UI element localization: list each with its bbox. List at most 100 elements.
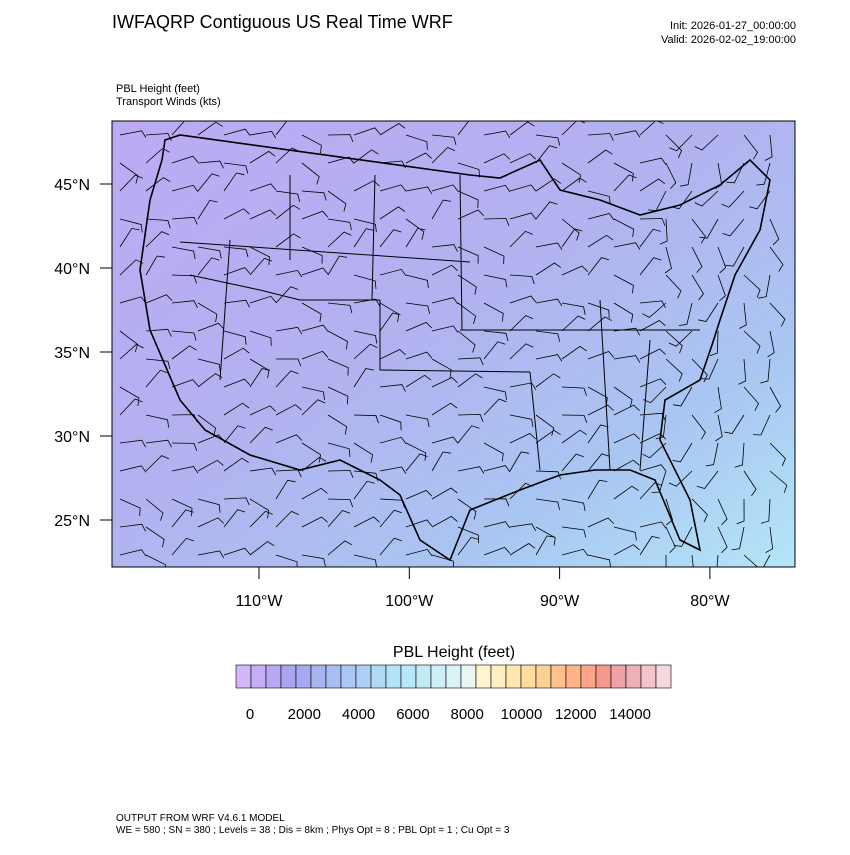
wind-barb	[249, 330, 272, 346]
wind-barb	[301, 350, 329, 360]
wind-barb	[483, 386, 507, 401]
wind-barb	[171, 300, 198, 308]
colorbar-label: 10000	[501, 706, 543, 723]
wind-barb	[197, 302, 218, 323]
wind-barb	[431, 325, 459, 333]
wind-barb	[431, 264, 458, 276]
wind-barb	[275, 233, 301, 248]
wind-barb	[483, 130, 511, 139]
wind-barb	[353, 554, 377, 567]
wind-barb	[509, 523, 537, 531]
wind-barb	[694, 190, 719, 207]
wind-barb	[431, 487, 458, 500]
wind-barb	[535, 145, 558, 164]
wind-barb	[639, 178, 666, 192]
colorbar-box	[655, 664, 672, 689]
wind-barb	[197, 498, 221, 513]
wind-barb	[431, 436, 459, 444]
wind-barb	[223, 547, 251, 556]
wind-barb	[509, 482, 533, 500]
lon-label: 80°W	[690, 593, 730, 610]
wind-barb	[327, 156, 355, 164]
wind-barb	[145, 294, 173, 304]
wind-barb	[678, 302, 693, 326]
wind-barb	[483, 302, 504, 322]
wind-barb	[275, 121, 288, 136]
wind-barb	[379, 466, 407, 474]
wind-barb	[731, 526, 745, 551]
colorbar-box	[310, 664, 327, 689]
wind-barb	[763, 554, 771, 567]
wind-barb	[669, 134, 693, 152]
wind-barb	[721, 190, 745, 208]
wind-barb	[769, 218, 780, 246]
footer-line: OUTPUT FROM WRF V4.6.1 MODEL	[116, 813, 285, 824]
wind-barb	[119, 130, 147, 138]
wind-barb	[535, 262, 562, 276]
wind-barb	[275, 147, 300, 164]
wind-barb	[672, 442, 693, 463]
wind-barb	[672, 386, 693, 407]
state-borders	[179, 174, 700, 471]
wind-barb	[639, 320, 666, 332]
wind-barb	[171, 216, 198, 225]
wind-barb	[405, 453, 428, 472]
wind-barb	[457, 190, 479, 208]
wind-barb	[301, 162, 320, 185]
wind-barb	[613, 327, 640, 336]
wind-barb	[639, 464, 667, 472]
wind-barb	[379, 509, 402, 528]
wind-barb	[717, 274, 726, 302]
wind-barb	[587, 257, 610, 276]
wind-barb	[379, 229, 402, 248]
wind-barb	[327, 231, 352, 248]
colorbar-box	[235, 664, 252, 689]
wind-barb	[171, 345, 197, 360]
wind-barb	[223, 425, 246, 444]
wind-barb	[483, 246, 505, 265]
wind-barb	[353, 414, 379, 424]
colorbar-box	[550, 664, 567, 689]
wind-barb	[535, 354, 563, 362]
wind-barb	[715, 414, 723, 442]
wind-barb	[353, 516, 380, 528]
wind-barb	[353, 180, 380, 192]
wind-barb	[431, 199, 452, 220]
wind-barb	[613, 218, 635, 238]
wind-barb	[639, 433, 666, 444]
wind-barb	[509, 315, 534, 332]
wind-barb	[405, 218, 425, 240]
wind-barb	[197, 373, 223, 388]
wind-barb	[145, 148, 170, 164]
wind-barb	[509, 184, 537, 192]
wind-barb	[769, 386, 782, 413]
wind-barb	[145, 439, 172, 448]
wind-barb	[509, 382, 537, 390]
wind-barb	[483, 398, 507, 416]
wind-barb	[668, 470, 693, 487]
wind-barb	[327, 442, 351, 457]
wind-barb	[665, 162, 677, 189]
wind-barb	[483, 498, 510, 507]
wind-barb	[648, 190, 667, 212]
colorbar-label: 14000	[609, 706, 651, 723]
wind-barb	[509, 543, 536, 556]
wind-barb	[587, 190, 611, 205]
wind-barb	[405, 302, 431, 314]
wind-barb	[275, 469, 302, 478]
lon-label: 110°W	[235, 593, 283, 610]
wind-barb	[535, 373, 561, 388]
colorbar-box	[505, 664, 522, 689]
wind-barb	[743, 274, 761, 298]
wind-barb	[327, 255, 348, 276]
wind-barb	[752, 414, 771, 436]
wind-barb	[353, 218, 377, 233]
wind-barb	[223, 172, 245, 192]
wind-barb	[699, 218, 719, 239]
wind-barb	[275, 370, 299, 388]
wind-barb	[743, 134, 758, 160]
wind-barb	[405, 134, 428, 150]
wind-barb	[223, 457, 249, 472]
wind-barb	[483, 274, 508, 288]
wind-barb	[223, 162, 249, 174]
